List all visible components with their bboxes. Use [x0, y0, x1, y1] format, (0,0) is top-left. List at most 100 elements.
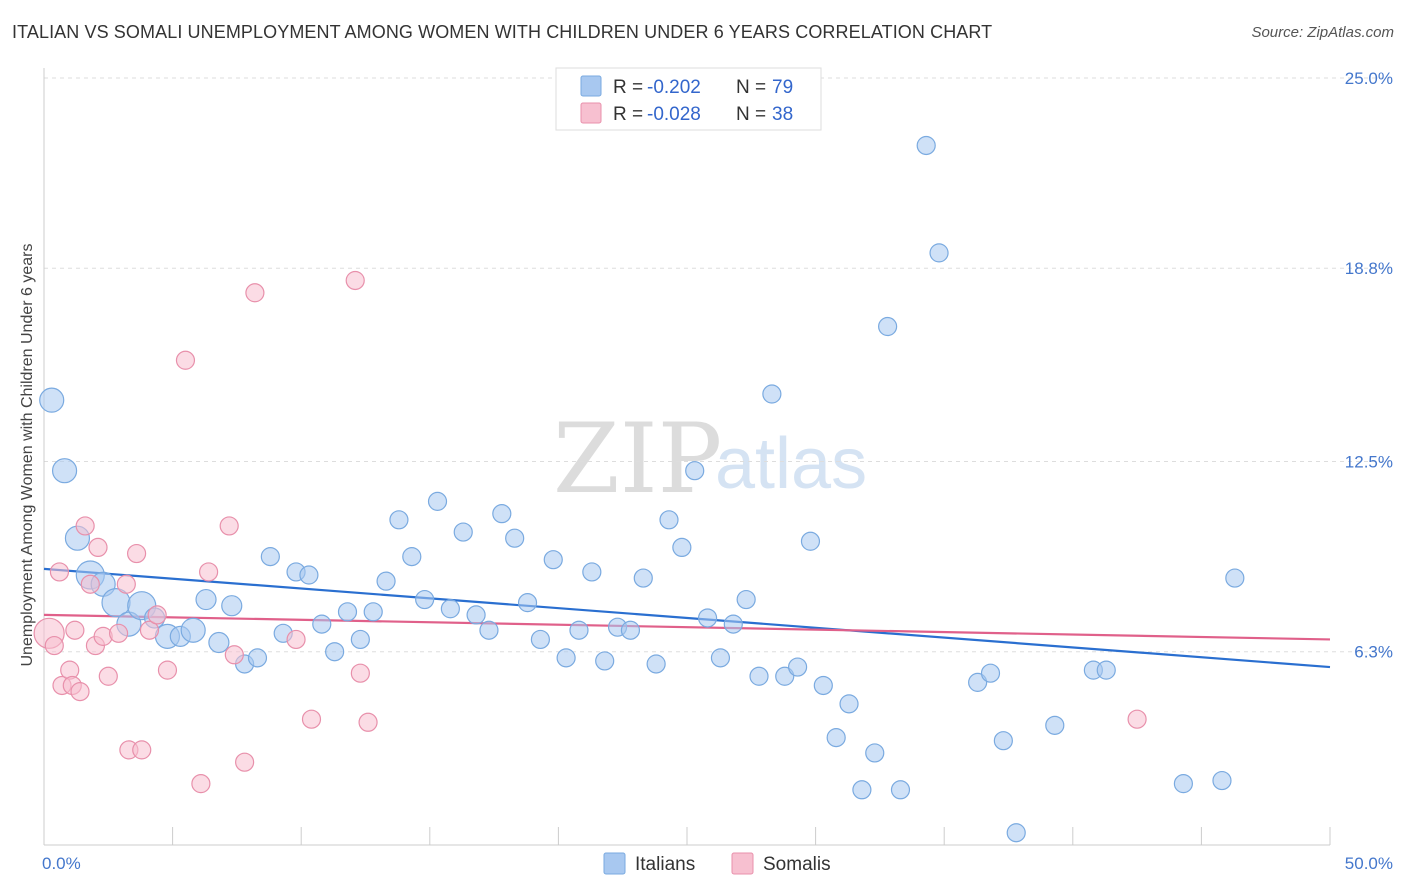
data-point-italians — [325, 642, 345, 662]
data-point-italians — [51, 458, 78, 484]
data-point-italians — [993, 731, 1013, 751]
data-point-italians — [839, 694, 859, 714]
data-point-somalis — [116, 574, 136, 594]
data-point-italians — [299, 565, 319, 585]
series-italians — [39, 135, 1245, 843]
data-point-italians — [556, 648, 576, 668]
data-point-somalis — [191, 774, 211, 794]
data-point-italians — [980, 663, 1001, 683]
data-point-italians — [697, 608, 718, 628]
trend-line-somalis — [43, 613, 1331, 641]
legend-n-value-somalis: 38 — [772, 104, 793, 125]
data-point-somalis — [147, 605, 167, 625]
data-point-italians — [440, 599, 460, 619]
data-point-somalis — [235, 752, 255, 772]
data-point-italians — [1006, 823, 1026, 843]
data-point-italians — [260, 547, 280, 567]
data-point-italians — [852, 780, 872, 800]
data-point-italians — [826, 728, 846, 748]
y-tick-label: 18.8% — [1345, 259, 1393, 278]
data-point-italians — [865, 743, 885, 763]
data-point-italians — [659, 510, 679, 530]
data-point-italians — [415, 589, 435, 610]
data-point-italians — [595, 651, 615, 671]
data-point-italians — [543, 550, 563, 570]
data-point-italians — [363, 602, 383, 622]
y-tick-label: 6.3% — [1354, 643, 1393, 662]
data-point-somalis — [224, 645, 244, 665]
data-point-italians — [762, 384, 782, 404]
bottom-legend-swatch-somalis — [731, 852, 754, 875]
source-label: Source: ZipAtlas.com — [1251, 24, 1394, 41]
data-point-somalis — [199, 562, 219, 582]
data-point-somalis — [139, 620, 160, 640]
x-tick-labels: 0.0% 50.0% — [42, 854, 1393, 873]
chart-title: ITALIAN VS SOMALI UNEMPLOYMENT AMONG WOM… — [12, 22, 993, 42]
data-point-somalis — [157, 660, 178, 680]
data-point-italians — [221, 595, 243, 617]
data-point-italians — [453, 522, 473, 542]
legend-r-label-somalis: R = — [613, 104, 643, 125]
legend-r-value-italians: -0.202 — [647, 77, 701, 98]
legend-r-value-somalis: -0.028 — [647, 104, 701, 125]
data-point-somalis — [93, 626, 113, 646]
data-point-italians — [1096, 660, 1116, 680]
data-point-somalis — [126, 543, 147, 564]
bottom-legend: Italians Somalis — [603, 852, 831, 875]
data-point-italians — [929, 243, 949, 263]
legend-r-label-italians: R = — [613, 77, 643, 98]
watermark: ZIP atlas — [553, 403, 867, 515]
y-tick-label: 25.0% — [1345, 69, 1393, 88]
trend-lines — [43, 567, 1331, 669]
data-point-italians — [1045, 715, 1065, 735]
x-tick-label-min: 0.0% — [42, 854, 81, 873]
legend-n-label-italians: N = — [736, 77, 766, 98]
data-point-italians — [402, 547, 422, 567]
bottom-legend-swatch-italians — [603, 852, 626, 875]
data-point-italians — [813, 675, 833, 696]
data-point-italians — [337, 602, 358, 622]
data-point-somalis — [350, 663, 370, 683]
data-point-italians — [787, 657, 808, 677]
x-tick-label-max: 50.0% — [1345, 854, 1393, 873]
data-point-italians — [530, 629, 550, 650]
data-point-somalis — [108, 623, 129, 643]
data-point-italians — [749, 666, 769, 686]
data-point-somalis — [75, 516, 95, 536]
data-point-italians — [208, 631, 230, 654]
trend-line-italians — [43, 567, 1331, 669]
data-point-somalis — [49, 562, 70, 582]
data-point-somalis — [98, 666, 118, 686]
data-point-italians — [620, 620, 641, 640]
data-point-italians — [685, 461, 705, 481]
data-point-somalis — [1127, 709, 1147, 729]
axes — [43, 68, 1331, 846]
legend-n-value-italians: 79 — [772, 77, 793, 98]
bottom-legend-label-italians: Italians — [635, 854, 695, 875]
data-point-italians — [646, 654, 666, 674]
data-point-somalis — [88, 537, 108, 558]
data-point-somalis — [345, 270, 365, 291]
data-point-italians — [247, 648, 268, 668]
legend-n-label-somalis: N = — [736, 104, 766, 125]
data-point-somalis — [80, 574, 100, 594]
data-point-italians — [916, 135, 936, 156]
data-point-italians — [569, 620, 589, 640]
data-point-italians — [180, 617, 206, 643]
data-point-italians — [710, 648, 731, 668]
data-point-somalis — [245, 283, 265, 303]
grid — [44, 77, 1390, 653]
data-point-italians — [878, 316, 898, 337]
data-point-italians — [466, 605, 486, 625]
data-point-italians — [427, 491, 448, 511]
data-point-somalis — [65, 620, 85, 640]
data-point-italians — [389, 510, 409, 530]
series-somalis — [33, 270, 1147, 794]
data-point-italians — [505, 528, 525, 548]
data-point-italians — [1173, 774, 1193, 794]
data-point-italians — [582, 562, 602, 582]
watermark-atlas: atlas — [715, 424, 867, 504]
legend: R = -0.202 N = 79 R = -0.028 N = 38 — [555, 67, 822, 131]
data-point-italians — [479, 620, 499, 640]
data-point-italians — [1212, 770, 1232, 791]
